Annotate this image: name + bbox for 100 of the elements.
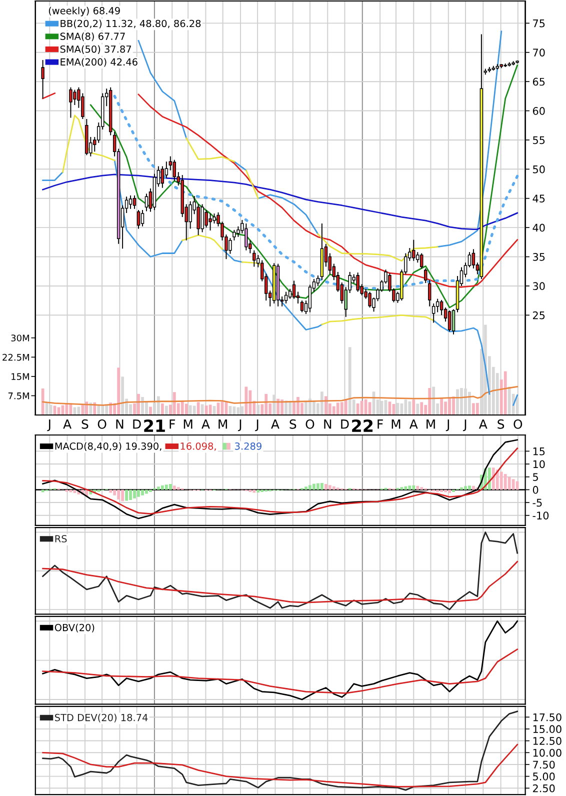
bar: [196, 402, 200, 415]
legend-label: OBV(20): [54, 624, 94, 632]
x-tick-label: J: [238, 420, 242, 432]
bar: [464, 486, 467, 490]
bar: [125, 490, 128, 501]
x-tick-label: O: [98, 419, 106, 429]
y-tick-label: 65: [532, 78, 545, 86]
bar: [428, 388, 432, 415]
bar: [248, 490, 252, 492]
y-tick-label: 55: [533, 136, 545, 144]
bar: [500, 472, 503, 490]
candlestick: [432, 302, 436, 324]
bar: [444, 490, 447, 492]
bar: [141, 490, 144, 496]
y-tick-label: -5: [532, 498, 542, 507]
bar: [344, 400, 348, 415]
bar: [312, 484, 316, 490]
candlestick: [420, 252, 424, 269]
y-tick-label: 7.50: [533, 760, 555, 769]
candlestick: [472, 248, 476, 269]
candlestick: [292, 280, 296, 300]
y-tick-label: 60: [532, 107, 545, 115]
bar: [157, 486, 160, 490]
bar: [172, 486, 176, 490]
candlestick: [284, 291, 288, 304]
bar: [356, 403, 360, 415]
bar: [176, 487, 180, 490]
x-tick-label: 22: [352, 419, 373, 432]
x-tick-label: M: [218, 420, 227, 429]
bar: [456, 389, 459, 415]
bar: [324, 396, 328, 415]
bar: [468, 392, 471, 415]
legend-label: MACD(8,40,9) 19.390,: [55, 442, 162, 451]
bar: [488, 468, 491, 490]
bar: [164, 406, 168, 415]
bar: [444, 402, 447, 415]
candlestick: [316, 274, 320, 286]
bar: [416, 404, 420, 415]
bar: [280, 400, 284, 415]
bar: [420, 487, 424, 490]
y-tick-label: 10: [533, 460, 545, 468]
candlestick: [144, 193, 148, 212]
candlestick: [200, 204, 204, 233]
bar: [472, 403, 475, 415]
bar: [516, 481, 519, 490]
bar: [332, 406, 336, 415]
bar: [404, 486, 408, 490]
bar: [172, 392, 176, 415]
bar: [460, 388, 463, 415]
y-tick-label: 10.00: [533, 748, 562, 757]
bar: [304, 486, 308, 490]
x-tick-label: A: [409, 420, 418, 429]
bar: [113, 490, 116, 496]
candlestick: [424, 268, 428, 284]
line-series: [42, 744, 518, 788]
bar: [109, 490, 112, 493]
bar: [452, 490, 455, 492]
y-tick-label: 70: [533, 48, 545, 56]
legend-label: SMA(50) 37.87: [60, 45, 132, 54]
bar: [137, 490, 140, 497]
bar: [340, 402, 344, 415]
bar: [121, 376, 124, 415]
bar: [141, 397, 144, 415]
x-tick-label: S: [498, 419, 504, 429]
bar: [117, 368, 120, 415]
bar: [440, 490, 443, 492]
x-tick-label: O: [306, 419, 314, 429]
bar: [296, 397, 300, 415]
bar: [121, 490, 124, 502]
bar: [472, 486, 475, 490]
legend-label: BB(20,2) 11.32, 48.80, 86.28: [60, 20, 201, 28]
bar: [149, 406, 152, 415]
candlestick: [244, 222, 248, 251]
candlestick: [140, 210, 144, 227]
bar: [41, 490, 44, 492]
bar: [468, 486, 471, 490]
bar: [420, 402, 424, 415]
candlestick: [81, 92, 84, 120]
bar: [448, 490, 451, 494]
bar: [412, 400, 416, 415]
bar: [408, 486, 412, 490]
bar: [448, 398, 451, 415]
y-tick-label: 2.50: [533, 784, 555, 792]
candlestick: [288, 288, 292, 300]
bar: [476, 402, 479, 415]
candlestick: [69, 86, 72, 118]
candlestick: [160, 166, 164, 188]
x-tick-label: A: [202, 420, 210, 429]
bar: [412, 485, 416, 490]
y-tick-label: 5.00: [533, 772, 555, 780]
bar: [168, 484, 172, 490]
bar: [264, 394, 268, 415]
bar: [416, 486, 420, 490]
bar: [508, 476, 511, 490]
x-tick-label: N: [116, 420, 124, 429]
bar: [308, 485, 312, 490]
candlestick: [172, 159, 176, 182]
bar: [160, 403, 164, 415]
y-tick-label: 35: [533, 252, 545, 261]
x-tick-label: S: [82, 419, 88, 429]
